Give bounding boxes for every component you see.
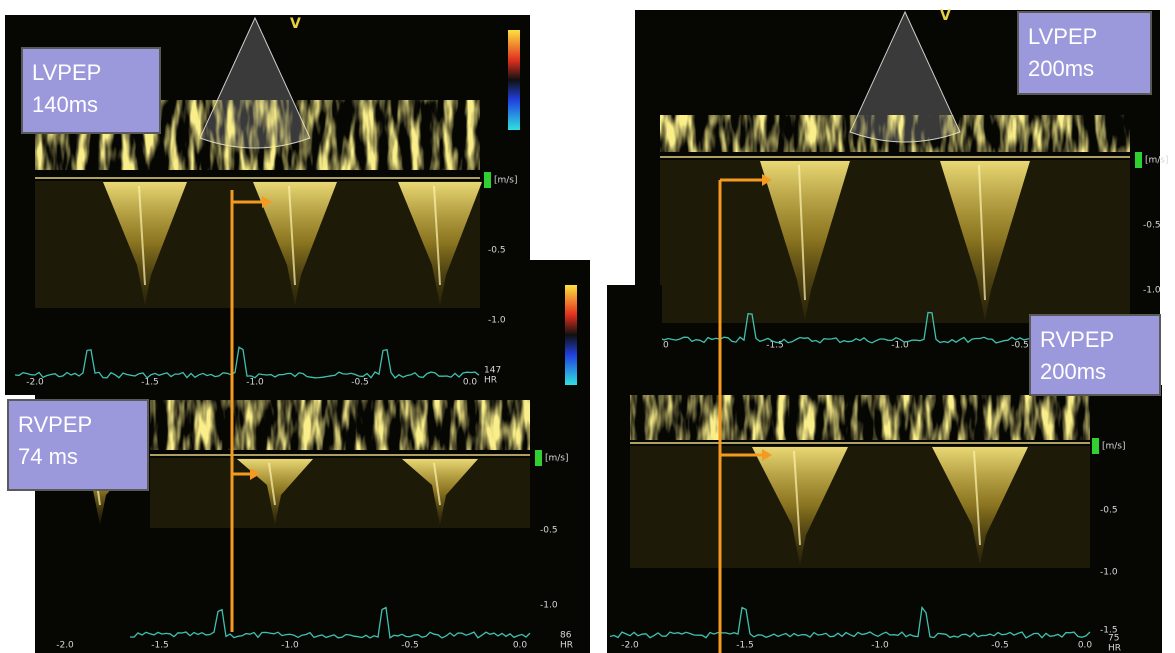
spectral-band [150, 400, 530, 450]
time-tick: -2.0 [26, 378, 44, 388]
label-line: 74 ms [18, 444, 78, 469]
label-line: 140ms [32, 92, 98, 117]
flow-streak [138, 185, 146, 286]
velocity-unit: [m/s] [494, 176, 518, 186]
time-tick: -0.5 [1011, 341, 1029, 351]
heart-rate: 86 [560, 631, 572, 641]
time-tick: -1.5 [141, 378, 159, 388]
flow-envelope [402, 459, 478, 525]
ecg-trace [129, 606, 531, 639]
time-tick: -0.5 [351, 378, 369, 388]
spectral-band [660, 115, 1130, 152]
label-line: 200ms [1028, 56, 1094, 81]
time-tick: -0.5 [401, 641, 419, 651]
velocity-tick: -0.5 [1143, 221, 1161, 231]
flow-envelope [103, 182, 187, 305]
probe-marker: V [290, 16, 301, 32]
flow-streak [433, 462, 441, 506]
label-box [1017, 11, 1152, 95]
label-box [1029, 314, 1161, 396]
velocity-tick: -0.5 [488, 246, 506, 256]
time-tick: -2.0 [621, 641, 639, 651]
velocity-tick: -1.0 [1143, 286, 1161, 296]
ecg-trace [14, 346, 480, 379]
flow-streak [268, 462, 276, 506]
time-tick: -0.5 [991, 641, 1009, 651]
flow-streak [288, 185, 296, 286]
baseline-marker [535, 450, 542, 466]
flow-envelope [940, 161, 1030, 320]
arrow-head [762, 174, 772, 186]
heart-rate: 75 [1108, 634, 1119, 644]
flow-envelope [932, 447, 1028, 565]
label-line: RVPEP [18, 412, 92, 437]
velocity-unit: [m/s] [545, 454, 569, 464]
label-line: RVPEP [1040, 327, 1114, 352]
spectral-haze [660, 160, 1130, 323]
time-tick: -1.5 [151, 641, 169, 651]
spectral-haze [630, 446, 1090, 568]
heart-rate-unit: HR [560, 641, 573, 651]
heart-rate-unit: HR [484, 376, 497, 386]
time-tick: -2.0 [56, 641, 74, 651]
panel-background [607, 285, 662, 385]
flow-streak [973, 450, 981, 546]
heart-rate: 147 [484, 366, 501, 376]
flow-streak [793, 450, 801, 546]
time-tick: -1.5 [736, 641, 754, 651]
time-tick: -1.0 [891, 341, 909, 351]
velocity-unit: [m/s] [1145, 156, 1169, 166]
label-line: LVPEP [32, 60, 101, 85]
time-tick: 0.0 [1078, 641, 1093, 651]
arrow-head [250, 468, 260, 480]
time-tick: -1.0 [246, 378, 264, 388]
label-box [21, 47, 161, 134]
arrow-head [762, 449, 772, 461]
time-tick: -1.0 [871, 641, 889, 651]
velocity-tick: -1.0 [1100, 568, 1118, 578]
baseline-marker [1135, 152, 1142, 168]
flow-streak [433, 185, 441, 286]
panels: V[m/s]-0.5-1.0-2.0 -1.5 -1.0 -0.5 0.0147HR[m… [5, 8, 1169, 653]
spectral-haze [150, 458, 530, 528]
time-tick: -1.5 [766, 341, 784, 351]
baseline-marker [484, 172, 491, 188]
label-line: LVPEP [1028, 24, 1097, 49]
time-tick: -1.0 [281, 641, 299, 651]
time-tick: 0.0 [513, 641, 528, 651]
panel-background [530, 260, 590, 395]
velocity-tick: -0.5 [1100, 506, 1118, 516]
heart-rate-unit: HR [1108, 644, 1121, 653]
color-bar [565, 285, 577, 385]
flow-envelope [398, 182, 482, 305]
velocity-tick: -1.0 [540, 601, 558, 611]
velocity-tick: -0.5 [540, 526, 558, 536]
ecg-trace [609, 605, 1091, 639]
label-box [7, 399, 149, 491]
flow-envelope [253, 182, 337, 305]
velocity-tick: -1.0 [488, 316, 506, 326]
flow-envelope [760, 161, 850, 320]
time-tick: 0.0 [463, 378, 478, 388]
color-bar [508, 30, 520, 130]
arrow-head [262, 196, 272, 208]
baseline-marker [1092, 438, 1099, 454]
velocity-tick: -1.5 [1100, 626, 1118, 636]
flow-streak [978, 164, 986, 301]
label-line: 200ms [1040, 359, 1106, 384]
flow-envelope [752, 447, 848, 565]
spectral-band [630, 395, 1090, 440]
flow-envelope [237, 459, 313, 525]
flow-streak [798, 164, 806, 301]
velocity-unit: [m/s] [1102, 442, 1126, 452]
probe-marker: V [940, 8, 951, 24]
